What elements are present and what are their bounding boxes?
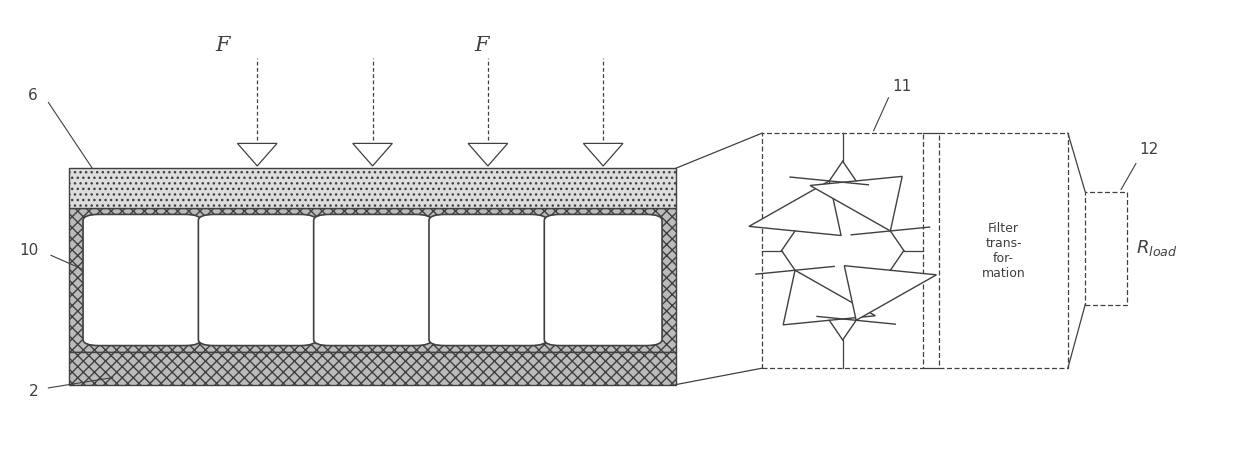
Polygon shape <box>784 270 875 325</box>
Polygon shape <box>69 168 676 208</box>
Text: F: F <box>475 36 489 55</box>
Text: h2: h2 <box>145 264 161 277</box>
Text: 12: 12 <box>1140 142 1159 157</box>
FancyBboxPatch shape <box>314 214 432 346</box>
Text: 11: 11 <box>893 79 911 94</box>
Text: 6: 6 <box>27 88 37 103</box>
Polygon shape <box>583 143 622 166</box>
FancyBboxPatch shape <box>83 214 201 346</box>
Polygon shape <box>69 208 676 352</box>
Text: 10: 10 <box>19 243 38 258</box>
Polygon shape <box>352 143 392 166</box>
Polygon shape <box>1085 192 1127 305</box>
Polygon shape <box>749 181 841 236</box>
FancyBboxPatch shape <box>429 214 547 346</box>
Text: F: F <box>216 36 229 55</box>
Polygon shape <box>69 352 676 385</box>
Text: 2: 2 <box>29 384 38 399</box>
Text: Filter
trans-
for-
mation: Filter trans- for- mation <box>982 222 1025 280</box>
FancyBboxPatch shape <box>544 214 662 346</box>
Text: W3: W3 <box>477 269 498 282</box>
Text: $R_{load}$: $R_{load}$ <box>1136 238 1178 258</box>
Polygon shape <box>237 143 277 166</box>
Polygon shape <box>810 176 903 231</box>
FancyBboxPatch shape <box>198 214 316 346</box>
Polygon shape <box>467 143 507 166</box>
Polygon shape <box>844 266 936 320</box>
Text: W4: W4 <box>247 269 268 282</box>
